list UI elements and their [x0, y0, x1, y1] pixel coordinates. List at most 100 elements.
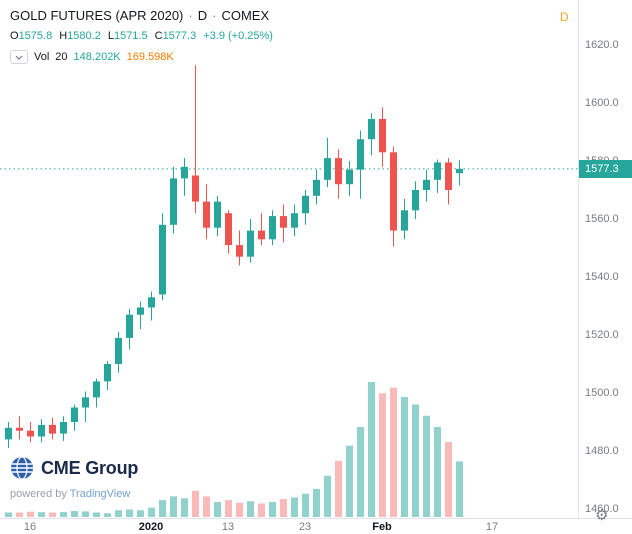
candle-body [401, 210, 408, 231]
candle-body [269, 216, 276, 240]
legend-collapse-button[interactable] [10, 50, 28, 64]
volume-bar [71, 511, 78, 517]
volume-bar [280, 499, 287, 517]
time-tick-label: Feb [372, 521, 392, 533]
candle-body [203, 201, 210, 228]
volume-bar [236, 502, 243, 517]
volume-bar [291, 497, 298, 517]
price-tick-label: 1620.0 [585, 39, 619, 51]
volume-bar [368, 382, 375, 517]
time-tick-label: 23 [298, 521, 312, 533]
candle-body [115, 337, 122, 364]
interval-label: D [197, 8, 208, 23]
volume-bar [423, 415, 430, 517]
candle-body [423, 179, 430, 190]
volume-bar [38, 512, 45, 517]
candle-body [236, 245, 243, 257]
price-tick-label: 1480.0 [585, 445, 619, 457]
candle-body [434, 162, 441, 180]
candle-body [379, 118, 386, 153]
candle-body [346, 169, 353, 185]
candle-body [126, 314, 133, 338]
symbol-name: GOLD FUTURES (APR 2020) [10, 8, 184, 23]
powered-by-text: powered by [10, 488, 67, 500]
price-tick-label: 1560.0 [585, 213, 619, 225]
time-axis[interactable]: 16 2020 13 23 Feb 17 [0, 519, 578, 534]
volume-bar [137, 510, 144, 517]
high-value: H1580.2 [59, 30, 101, 42]
volume-bar [49, 512, 56, 517]
candle-body [291, 213, 298, 228]
candle-body [5, 427, 12, 440]
candle-body [313, 179, 320, 196]
volume-bar [60, 512, 67, 517]
exchange-label: COMEX [221, 8, 270, 23]
volume-bar [115, 510, 122, 517]
volume-bar [445, 442, 452, 517]
candle-body [71, 407, 78, 422]
volume-bar [16, 512, 23, 517]
close-value: C1577.3 [154, 30, 197, 42]
candle-body [137, 307, 144, 315]
volume-bar [357, 427, 364, 517]
volume-bar [170, 496, 177, 517]
volume-bar [225, 500, 232, 517]
volume-bar [27, 511, 34, 517]
volume-ma-length: 20 [55, 51, 68, 63]
volume-row: Vol 20 148.202K 169.598K [10, 50, 273, 64]
gear-icon[interactable]: ⚙ [595, 507, 609, 524]
time-tick-label: 17 [485, 521, 499, 533]
candle-body [214, 201, 221, 228]
candle-body [335, 158, 342, 185]
volume-bar [104, 513, 111, 517]
candle-body [93, 381, 100, 398]
price-tick-label: 1600.0 [585, 97, 619, 109]
volume-bar [269, 502, 276, 517]
candle-body [368, 118, 375, 140]
volume-bar [247, 501, 254, 517]
open-value: O1575.8 [10, 30, 53, 42]
volume-bar [412, 404, 419, 517]
volume-indicator-label: Vol [34, 51, 50, 63]
candle-body [16, 427, 23, 431]
volume-bar [93, 512, 100, 517]
candle-body [247, 230, 254, 257]
interval-badge: D [560, 10, 569, 24]
volume-bar [258, 503, 265, 517]
volume-bar [148, 507, 155, 517]
candle-body [225, 213, 232, 246]
candle-body [324, 158, 331, 180]
candle-body [27, 430, 34, 437]
volume-bar [214, 502, 221, 517]
volume-bar [126, 509, 133, 517]
ohlc-row: O1575.8 H1580.2 L1571.5 C1577.3 +3.9 (+0… [10, 30, 273, 42]
tradingview-link[interactable]: TradingView [69, 488, 131, 500]
candle-body [38, 424, 45, 437]
candle-body [159, 224, 166, 295]
price-tick-label: 1520.0 [585, 329, 619, 341]
price-axis[interactable]: 1577.3 1460.0 1480.0 1500.0 1520.0 1540.0 156… [579, 0, 632, 518]
volume-bar [346, 445, 353, 517]
candle-body [302, 195, 309, 214]
candle-body [456, 168, 463, 174]
candle-body [170, 178, 177, 225]
low-value: L1571.5 [107, 30, 148, 42]
cme-group-logo[interactable]: CME Group [10, 456, 138, 480]
candle-body [192, 175, 199, 202]
time-tick-label: 2020 [138, 521, 164, 533]
volume-value: 148.202K [73, 51, 121, 63]
powered-by-row: powered by TradingView [10, 488, 130, 500]
price-tick-label: 1500.0 [585, 387, 619, 399]
cme-globe-icon [11, 456, 33, 480]
chevron-down-icon [15, 55, 23, 60]
cme-logo-text: CME Group [41, 457, 139, 478]
legend: GOLD FUTURES (APR 2020) · D · COMEX O157… [10, 8, 273, 64]
candle-body [104, 364, 111, 382]
volume-bar [82, 511, 89, 517]
volume-bar [379, 393, 386, 517]
volume-bar [181, 498, 188, 517]
candle-body [445, 162, 452, 190]
time-tick-label: 13 [221, 521, 235, 533]
